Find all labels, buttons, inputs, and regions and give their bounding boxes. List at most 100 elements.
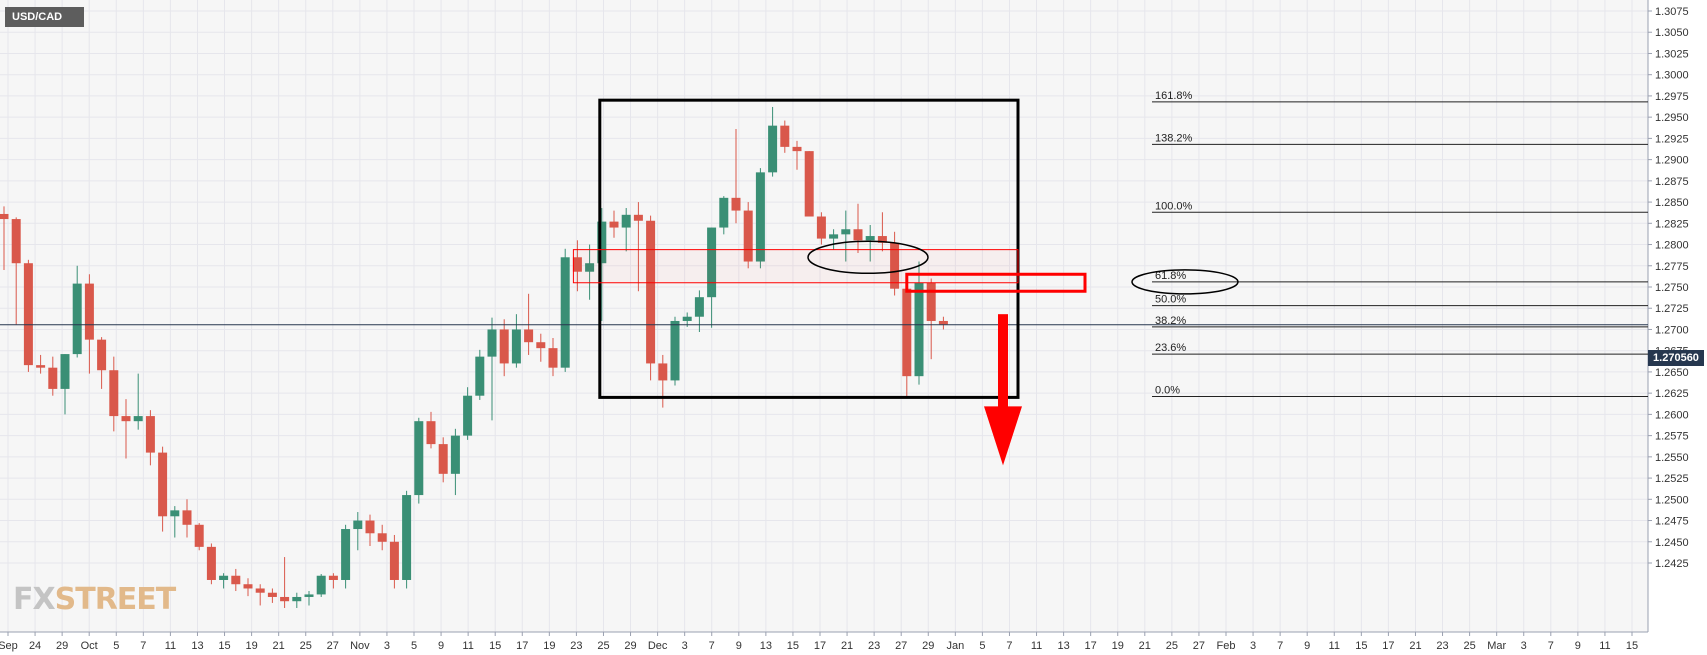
candle-body[interactable] bbox=[572, 257, 582, 272]
candle-body[interactable] bbox=[48, 367, 58, 389]
candle-body[interactable] bbox=[60, 354, 70, 389]
candle-body[interactable] bbox=[841, 229, 851, 235]
candle-body[interactable] bbox=[194, 524, 204, 547]
candle-body[interactable] bbox=[97, 339, 107, 371]
candle-body[interactable] bbox=[182, 510, 192, 525]
candle-body[interactable] bbox=[341, 529, 351, 580]
candle-body[interactable] bbox=[865, 236, 875, 241]
candle-body[interactable] bbox=[755, 172, 765, 262]
candle-body[interactable] bbox=[414, 421, 424, 496]
candle-body[interactable] bbox=[402, 495, 412, 580]
candle-body[interactable] bbox=[548, 348, 558, 368]
candle-body[interactable] bbox=[84, 283, 94, 340]
y-tick-label: 1.2950 bbox=[1655, 112, 1689, 124]
candle-body[interactable] bbox=[23, 263, 33, 366]
candle-body[interactable] bbox=[36, 365, 46, 368]
x-tick-label: 17 bbox=[1382, 640, 1394, 652]
candle-body[interactable] bbox=[597, 221, 607, 264]
x-tick-label: 3 bbox=[1250, 640, 1256, 652]
candle-body[interactable] bbox=[585, 263, 595, 272]
candle-body[interactable] bbox=[499, 329, 509, 364]
candle-body[interactable] bbox=[914, 282, 924, 377]
candle-body[interactable] bbox=[646, 220, 656, 364]
candle-body[interactable] bbox=[487, 329, 497, 357]
fib-level-label: 61.8% bbox=[1155, 270, 1186, 282]
candle-body[interactable] bbox=[719, 197, 729, 228]
candle-body[interactable] bbox=[121, 416, 131, 422]
y-tick-label: 1.2900 bbox=[1655, 155, 1689, 167]
x-tick-label: 11 bbox=[165, 640, 176, 652]
candle-body[interactable] bbox=[926, 282, 936, 321]
candle-body[interactable] bbox=[158, 452, 168, 517]
x-tick-label: Sep bbox=[0, 640, 18, 652]
candle-body[interactable] bbox=[902, 288, 912, 377]
candle-body[interactable] bbox=[816, 216, 826, 239]
candle-body[interactable] bbox=[11, 219, 21, 264]
candle-body[interactable] bbox=[853, 229, 863, 241]
candle-body[interactable] bbox=[109, 370, 119, 417]
candle-body[interactable] bbox=[316, 575, 326, 595]
candle-body[interactable] bbox=[938, 320, 948, 325]
candle-body[interactable] bbox=[682, 316, 692, 321]
candle-body[interactable] bbox=[877, 236, 887, 243]
candle-body[interactable] bbox=[206, 546, 216, 580]
candle-body[interactable] bbox=[780, 125, 790, 147]
candle-body[interactable] bbox=[328, 575, 338, 580]
candle-body[interactable] bbox=[536, 342, 546, 349]
candle-body[interactable] bbox=[170, 510, 180, 517]
support-zone bbox=[572, 249, 1019, 284]
candle-body[interactable] bbox=[133, 416, 143, 422]
candle-body[interactable] bbox=[768, 125, 778, 173]
x-tick-label: 9 bbox=[1575, 640, 1581, 652]
candle-body[interactable] bbox=[694, 297, 704, 317]
candle-body[interactable] bbox=[475, 356, 485, 396]
candle-body[interactable] bbox=[243, 584, 253, 589]
candle-body[interactable] bbox=[219, 575, 229, 580]
candle-body[interactable] bbox=[890, 242, 900, 289]
candle-body[interactable] bbox=[792, 146, 802, 152]
candle-body[interactable] bbox=[731, 197, 741, 211]
candle-body[interactable] bbox=[804, 151, 814, 217]
candle-body[interactable] bbox=[463, 395, 473, 436]
candle-body[interactable] bbox=[0, 213, 9, 220]
x-tick-label: 27 bbox=[1193, 640, 1205, 652]
symbol-badge[interactable]: USD/CAD bbox=[5, 7, 84, 27]
candle-body[interactable] bbox=[389, 541, 399, 580]
candle-body[interactable] bbox=[743, 210, 753, 262]
candle-body[interactable] bbox=[609, 221, 619, 228]
candle-body[interactable] bbox=[829, 234, 839, 239]
candle-body[interactable] bbox=[353, 520, 363, 530]
candle-body[interactable] bbox=[560, 257, 570, 368]
annotation-box bbox=[598, 98, 1020, 399]
candle-body[interactable] bbox=[145, 416, 155, 453]
candle-body[interactable] bbox=[255, 588, 265, 593]
candle-body[interactable] bbox=[658, 363, 668, 381]
candle-body[interactable] bbox=[231, 575, 241, 585]
candle-body[interactable] bbox=[670, 320, 680, 381]
candle-body[interactable] bbox=[267, 592, 277, 597]
x-tick-label: 7 bbox=[140, 640, 146, 652]
candle-body[interactable] bbox=[426, 421, 436, 445]
candle-body[interactable] bbox=[450, 435, 460, 474]
candle-body[interactable] bbox=[511, 329, 521, 364]
candle-body[interactable] bbox=[621, 214, 631, 228]
x-tick-label: 3 bbox=[384, 640, 390, 652]
x-tick-label: 17 bbox=[516, 640, 528, 652]
candle-body[interactable] bbox=[707, 227, 717, 298]
y-tick-label: 1.3025 bbox=[1655, 48, 1689, 60]
candle-body[interactable] bbox=[377, 533, 387, 542]
candle-body[interactable] bbox=[438, 444, 448, 474]
candle-body[interactable] bbox=[304, 594, 314, 597]
y-tick-label: 1.3075 bbox=[1655, 6, 1689, 18]
candle-body[interactable] bbox=[524, 329, 534, 343]
candle-body[interactable] bbox=[292, 596, 302, 602]
x-tick-label: 25 bbox=[300, 640, 312, 652]
candle-body[interactable] bbox=[280, 596, 290, 602]
candle-body[interactable] bbox=[365, 520, 375, 534]
x-tick-label: 15 bbox=[787, 640, 799, 652]
fib-level-label: 100.0% bbox=[1155, 200, 1193, 212]
y-tick-label: 1.2525 bbox=[1655, 473, 1689, 485]
candle-body[interactable] bbox=[633, 214, 643, 221]
candle-body[interactable] bbox=[72, 283, 82, 355]
